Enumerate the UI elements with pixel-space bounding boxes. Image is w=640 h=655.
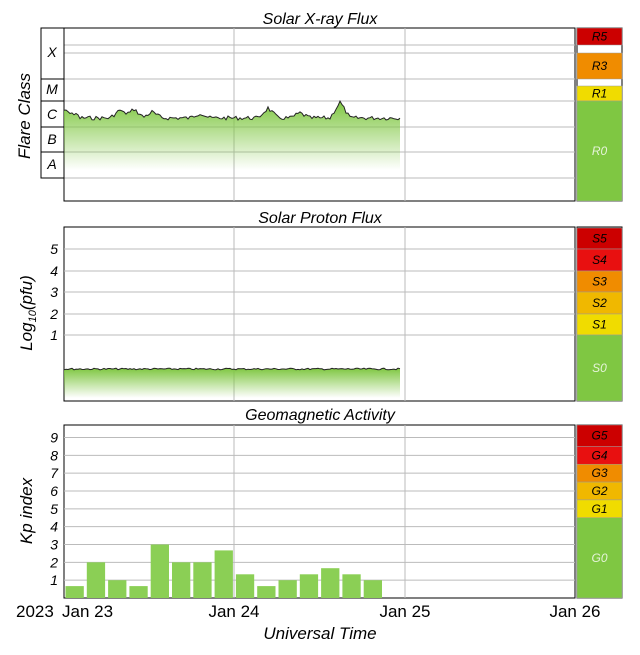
kp-ytick: 6 <box>50 483 58 499</box>
geomag-band-label: G5 <box>591 429 607 443</box>
flare-class-label: X <box>46 44 57 60</box>
kp-bar <box>150 544 169 598</box>
xray-title: Solar X-ray Flux <box>263 11 379 28</box>
xray-ylabel: Flare Class <box>15 73 34 159</box>
geomag-band-label: G0 <box>591 551 607 565</box>
flare-class-box <box>40 27 65 179</box>
kp-bar <box>235 574 255 598</box>
kp-bar <box>172 562 191 598</box>
proton-ytick: 2 <box>49 306 58 322</box>
kp-bar <box>257 586 276 598</box>
kp-ytick: 9 <box>50 429 58 445</box>
kp-bar <box>129 586 148 598</box>
proton-ylabel-suffix: (pfu) <box>17 275 36 310</box>
proton-band <box>576 334 623 402</box>
proton-flux-fill <box>64 368 400 398</box>
xray-band-label: R1 <box>592 87 607 101</box>
xray-band-label: R5 <box>592 30 608 44</box>
x-tick-label: Jan 26 <box>549 602 600 621</box>
proton-band-label: S4 <box>592 253 607 267</box>
kp-bar <box>342 574 361 598</box>
kp-bar <box>321 568 340 598</box>
kp-bar <box>65 586 84 598</box>
proton-ytick: 3 <box>50 284 58 300</box>
proton-ylabel-sub: 10 <box>27 309 39 322</box>
xray-band <box>576 27 623 46</box>
geomag-band-label: G1 <box>591 502 607 516</box>
x-axis-ticks: Jan 23 Jan 24 Jan 25 Jan 26 <box>62 602 601 621</box>
kp-ytick: 2 <box>49 554 58 570</box>
proton-band-label: S5 <box>592 232 607 246</box>
kp-ytick: 1 <box>50 572 58 588</box>
x-tick-label: Jan 25 <box>379 602 430 621</box>
xray-band-label: R0 <box>592 144 608 158</box>
kp-ytick: 8 <box>50 447 58 463</box>
proton-ytick: 1 <box>50 327 58 343</box>
flare-class-label: A <box>46 156 56 172</box>
xray-band <box>576 52 623 80</box>
x-tick-label: Jan 23 <box>62 602 113 621</box>
proton-band-label: S0 <box>592 361 607 375</box>
kp-ytick: 5 <box>50 501 58 517</box>
year-label: 2023 <box>16 602 54 621</box>
proton-ylabel: Log10(pfu) <box>17 275 39 351</box>
proton-band-label: S2 <box>592 296 607 310</box>
kp-bar <box>278 580 297 598</box>
geomag-title: Geomagnetic Activity <box>245 407 396 424</box>
kp-bar <box>299 574 319 598</box>
kp-ylabel: Kp index <box>17 477 36 544</box>
geomag-band-label: G3 <box>591 466 607 480</box>
kp-bar <box>193 562 212 598</box>
proton-flux-line <box>63 367 401 371</box>
geomag-band-label: G2 <box>591 484 607 498</box>
flare-class-label: C <box>47 106 58 122</box>
geomag-frame <box>63 424 576 599</box>
geomag-band-label: G4 <box>591 448 607 462</box>
x-tick-label: Jan 24 <box>208 602 259 621</box>
kp-bar <box>86 562 106 598</box>
xray-flux-fill <box>64 101 400 170</box>
proton-band-label: S1 <box>592 318 607 332</box>
kp-ytick: 7 <box>50 465 59 481</box>
proton-ylabel-prefix: Log <box>17 322 36 351</box>
proton-band-label: S3 <box>592 275 607 289</box>
kp-ytick: 3 <box>50 536 58 552</box>
proton-ytick: 4 <box>50 263 58 279</box>
geomag-band <box>576 517 623 599</box>
proton-title: Solar Proton Flux <box>258 210 383 227</box>
geomag-panel: 9 8 7 6 5 43 2 1 G5 G4 G3 G2 G1 G0 <box>49 424 623 599</box>
flare-class-label: M <box>46 81 58 97</box>
kp-bar <box>108 580 127 598</box>
xray-band-label: R3 <box>592 59 608 73</box>
x-axis-label: Universal Time <box>263 624 376 643</box>
kp-bar <box>214 550 233 598</box>
kp-ytick: 4 <box>50 519 58 535</box>
flare-class-label: B <box>47 131 56 147</box>
proton-panel: 5 4 3 2 1 S5 S4 S3 S2 S1 S0 <box>49 226 623 402</box>
xray-band <box>576 100 623 202</box>
kp-bar <box>363 580 382 598</box>
xray-flux-line <box>63 99 401 121</box>
proton-ytick: 5 <box>50 241 58 257</box>
